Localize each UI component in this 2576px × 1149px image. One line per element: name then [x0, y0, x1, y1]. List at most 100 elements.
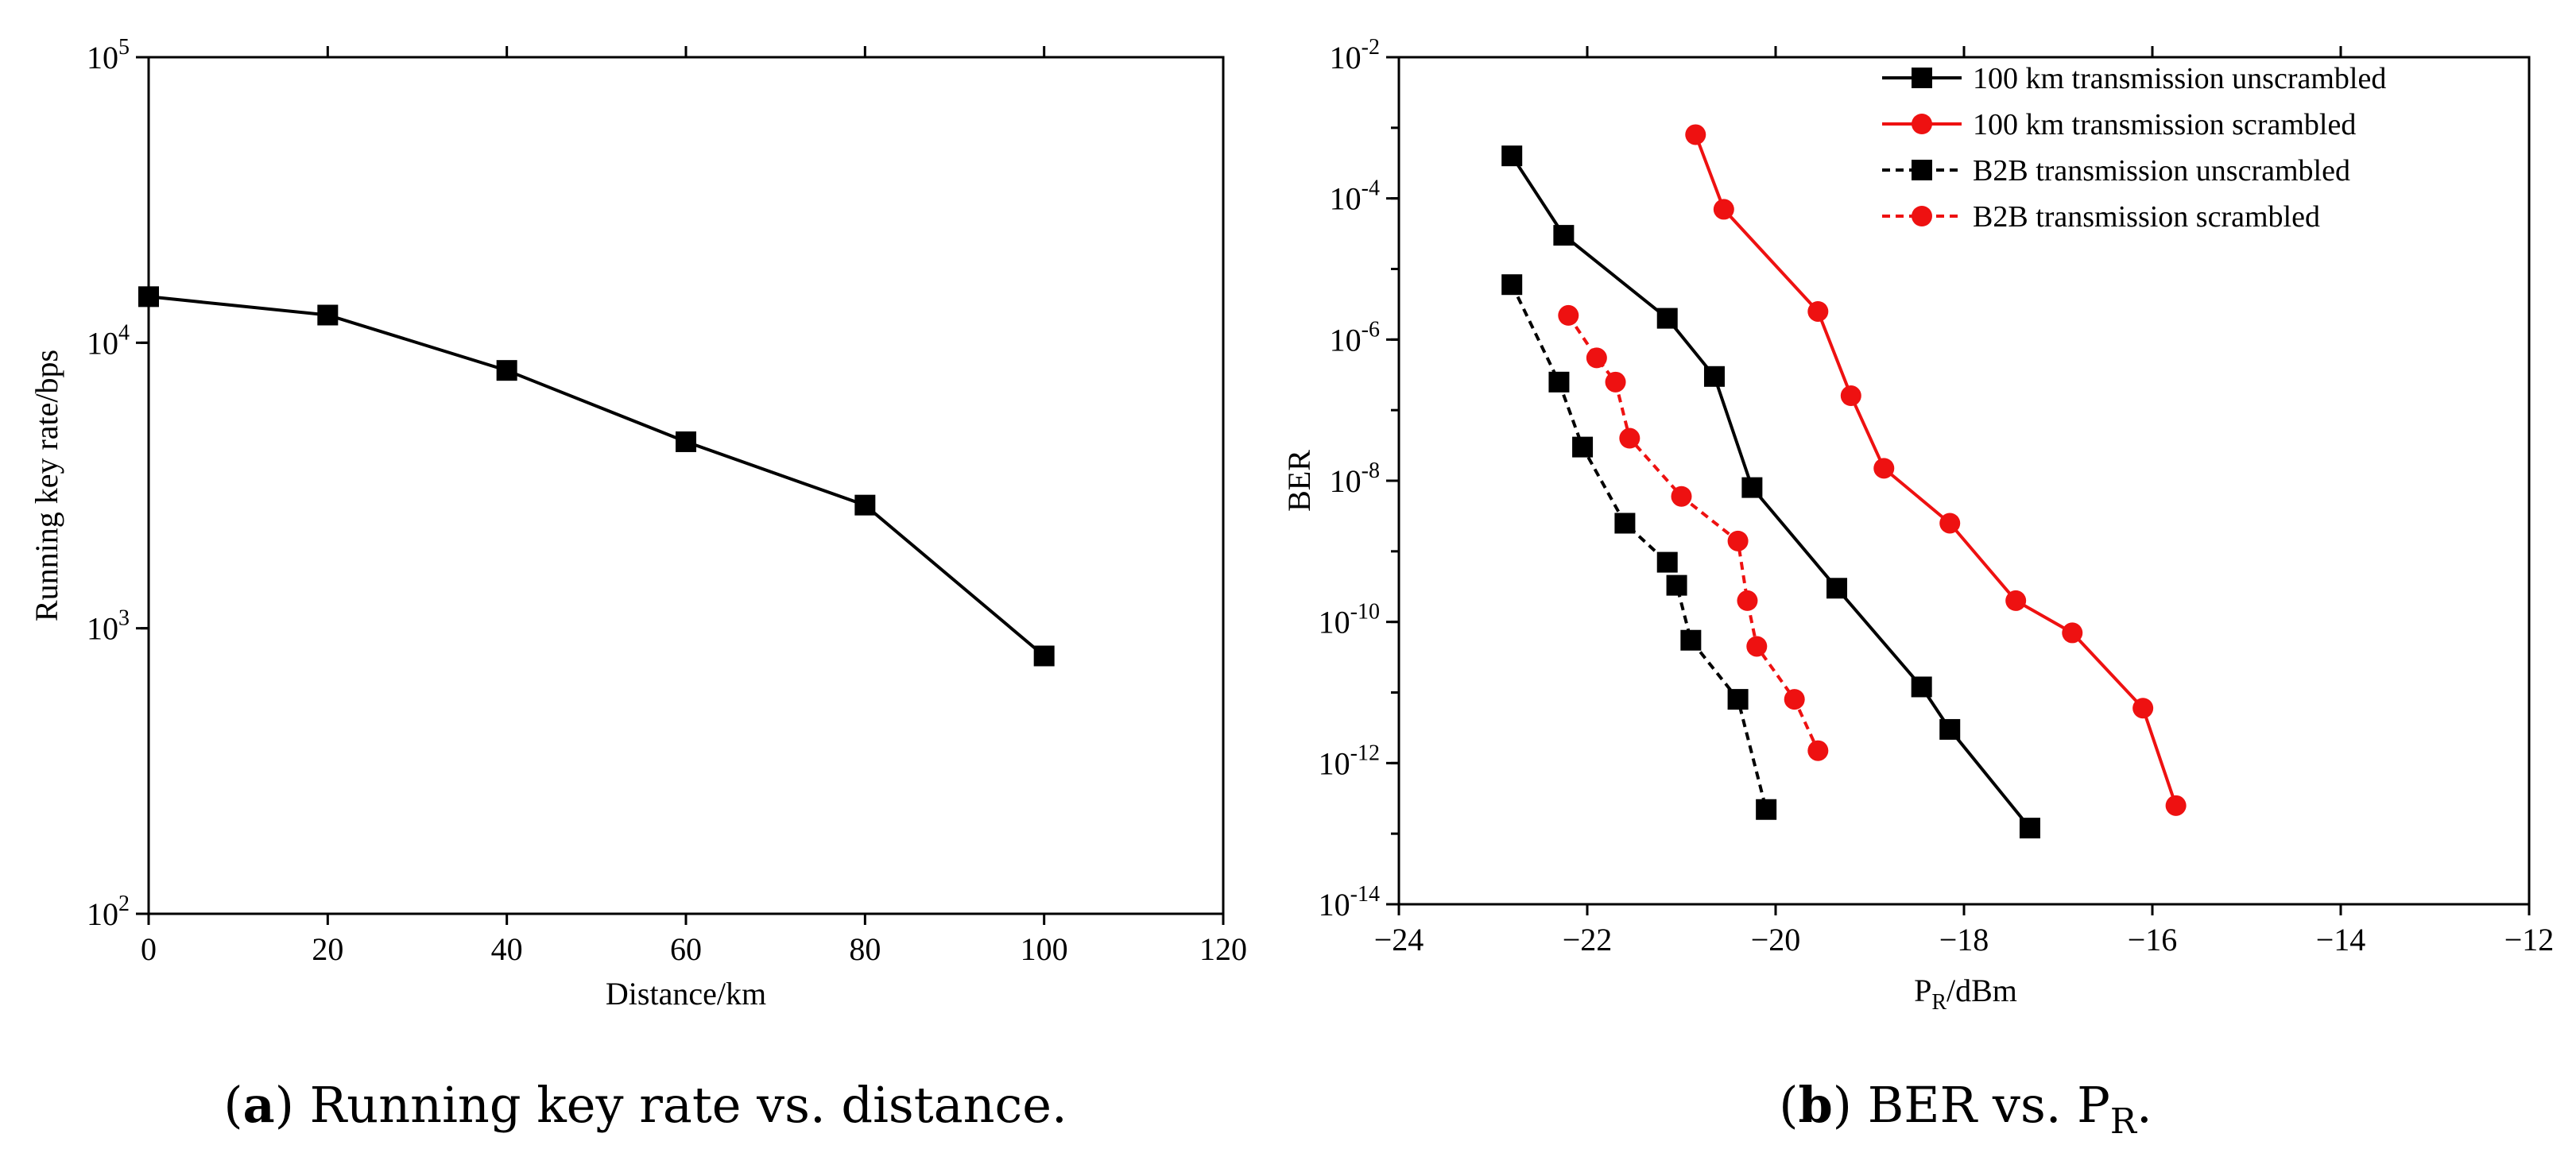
- data-point: [1746, 636, 1768, 657]
- y-tick-label-exp: 2: [118, 892, 130, 916]
- y-tick-label: 104: [87, 320, 130, 361]
- chart-a-x-axis-label: Distance/km: [606, 976, 766, 1012]
- data-point: [1558, 304, 1579, 326]
- data-point: [1873, 458, 1895, 479]
- data-point: [2165, 795, 2187, 816]
- y-tick-label-base: 10: [1330, 40, 1362, 75]
- chart-b-caption: (b) BER vs. PR.: [1779, 1076, 2152, 1142]
- x-tick-label: −20: [1751, 922, 1801, 957]
- data-point: [1680, 629, 1702, 651]
- y-tick-label: 10-2: [1330, 35, 1380, 75]
- chart-b-x-axis-label-main: P: [1914, 973, 1931, 1008]
- y-tick-label-exp: 4: [118, 320, 130, 345]
- data-point: [854, 494, 876, 516]
- chart-b-y-axis-label: BER: [1281, 450, 1317, 512]
- data-point: [1826, 578, 1848, 599]
- data-point: [1741, 477, 1763, 498]
- chart-a-caption-label: a: [243, 1076, 275, 1134]
- legend-marker: [1912, 160, 1932, 180]
- y-tick-label: 10-8: [1330, 458, 1380, 499]
- legend-marker: [1912, 68, 1932, 88]
- data-point: [1033, 645, 1055, 667]
- data-point: [2019, 818, 2040, 839]
- data-point: [1727, 689, 1749, 710]
- chart-panel-b: −24 −22 −20 −18 −16 −14 −1210-1410-1210-1010-8…: [1281, 35, 2554, 1142]
- data-point: [1703, 366, 1725, 387]
- chart-a-ticks: [136, 46, 1225, 925]
- data-point: [1548, 371, 1570, 393]
- data-point: [1572, 436, 1594, 458]
- y-tick-label-exp: -8: [1362, 458, 1380, 483]
- y-tick-label-base: 10: [1319, 605, 1350, 640]
- data-point: [1784, 689, 1805, 710]
- legend-item: 100 km transmission scrambled: [1882, 108, 2356, 141]
- x-tick-label: −12: [2504, 922, 2555, 957]
- series-1: [138, 286, 1055, 667]
- data-point: [1501, 274, 1523, 296]
- x-tick-label: −22: [1563, 922, 1613, 957]
- y-tick-label: 102: [87, 892, 130, 932]
- data-point: [1605, 371, 1626, 393]
- data-point: [2132, 698, 2154, 719]
- y-tick-label-base: 10: [1330, 181, 1362, 217]
- y-tick-label: 10-10: [1319, 600, 1380, 640]
- chart-b-ticks: [1386, 46, 2531, 915]
- data-point: [1727, 530, 1749, 551]
- data-point: [2005, 590, 2027, 611]
- chart-b-x-axis-label-suffix: /dBm: [1947, 973, 2017, 1008]
- y-tick-label: 103: [87, 606, 130, 647]
- y-tick-label: 105: [87, 35, 130, 75]
- series-line: [1694, 133, 2178, 807]
- chart-b-series: [1501, 124, 2187, 839]
- data-point: [1656, 308, 1678, 329]
- data-point: [1807, 300, 1829, 322]
- x-tick-label: 120: [1199, 931, 1247, 967]
- data-point: [676, 431, 696, 452]
- data-point: [317, 304, 339, 326]
- y-tick-label-base: 10: [87, 611, 118, 647]
- y-tick-label-exp: -14: [1350, 882, 1380, 907]
- chart-b-caption-suffix: .: [2136, 1076, 2152, 1134]
- data-point: [1553, 225, 1575, 246]
- legend-item: B2B transmission scrambled: [1882, 200, 2320, 234]
- x-tick-label: −16: [2128, 922, 2178, 957]
- legend-label: B2B transmission scrambled: [1973, 200, 2320, 234]
- data-point: [1939, 718, 1961, 740]
- chart-b-caption-text: BER vs. P: [1868, 1076, 2110, 1134]
- y-tick-label-exp: 5: [118, 35, 130, 60]
- data-point: [1807, 740, 1829, 761]
- x-tick-label: −18: [1939, 922, 1989, 957]
- chart-b-plot-frame: [1397, 56, 2531, 906]
- series-1: [1501, 145, 2040, 839]
- data-point: [1939, 513, 1961, 534]
- y-tick-label-exp: -10: [1350, 600, 1380, 625]
- x-tick-label: 20: [312, 931, 343, 967]
- data-point: [2062, 622, 2083, 644]
- series-3: [1501, 274, 1777, 820]
- data-point: [1713, 199, 1734, 220]
- data-point: [1501, 145, 1523, 167]
- chart-b-tick-labels: −24 −22 −20 −18 −16 −14 −1210-1410-1210-1010-8…: [1319, 35, 2555, 957]
- x-tick-label: 40: [491, 931, 523, 967]
- data-point: [496, 360, 517, 381]
- legend-label: 100 km transmission scrambled: [1973, 108, 2356, 141]
- data-point: [1671, 486, 1692, 507]
- data-point: [1619, 427, 1641, 449]
- data-point: [1737, 590, 1758, 611]
- legend-item: B2B transmission unscrambled: [1882, 154, 2350, 188]
- x-tick-label: 80: [849, 931, 881, 967]
- chart-b-x-axis-label-sub: R: [1931, 990, 1947, 1015]
- y-tick-label-exp: -12: [1350, 741, 1380, 765]
- chart-a-plot-frame: [147, 56, 1225, 915]
- chart-b-legend: 100 km transmission unscrambled 100 km tr…: [1882, 62, 2386, 234]
- chart-a-series: [138, 286, 1055, 667]
- x-tick-label: −14: [2316, 922, 2366, 957]
- y-tick-label: 10-14: [1319, 882, 1380, 923]
- y-tick-label: 10-4: [1330, 176, 1380, 217]
- y-tick-label-exp: -4: [1362, 176, 1380, 201]
- y-tick-label-base: 10: [1330, 463, 1362, 499]
- y-tick-label-base: 10: [1319, 745, 1350, 781]
